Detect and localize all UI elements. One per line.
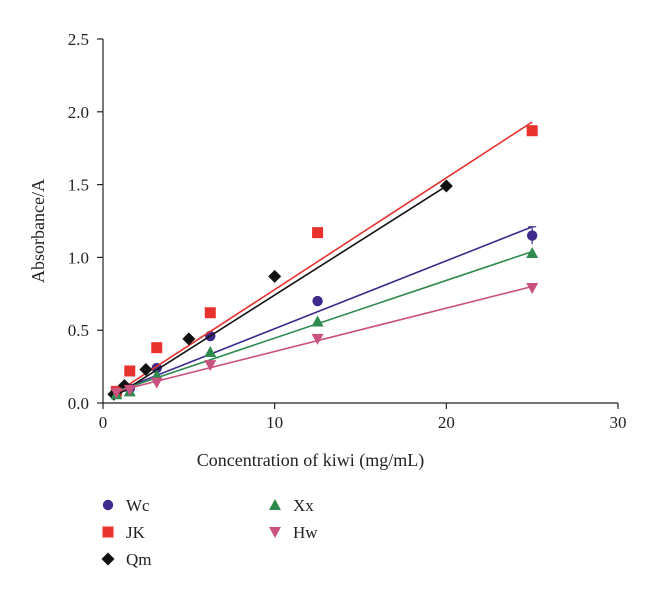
y-tick-label: 1.0 [68,248,89,267]
x-tick-label: 20 [438,413,455,432]
y-tick-label: 0.5 [68,321,89,340]
data-point-xx [311,315,324,327]
legend-item-qm: Qm [101,550,152,569]
x-tick-label: 30 [610,413,627,432]
data-point-hw [526,282,539,294]
legend: Wc JK Qm Xx Hw [101,496,318,569]
legend-label-xx: Xx [293,496,314,515]
series-qm [107,179,453,401]
x-tick-label: 0 [99,413,108,432]
data-point-jk [151,342,163,354]
y-tick-label: 2.0 [68,103,89,122]
fit-line-xx [116,250,533,393]
data-point-qm [268,269,282,283]
fit-line-wc [116,226,533,393]
y-tick-label: 0.0 [68,394,89,413]
legend-label-qm: Qm [126,550,152,569]
data-point-qm [439,179,453,193]
legend-marker-jk [102,526,114,538]
data-point-qm [139,363,153,377]
legend-label-hw: Hw [293,523,318,542]
data-point-jk [204,307,216,319]
fit-line-jk [111,121,533,397]
legend-item-jk: JK [102,523,146,542]
fit-line-hw [116,285,533,393]
data-point-hw [123,384,136,396]
legend-marker-qm [101,552,115,566]
axes [97,38,619,409]
data-point-hw [150,377,163,389]
plot-area [107,121,539,401]
x-axis-label: Concentration of kiwi (mg/mL) [197,450,424,471]
y-tick-label: 1.5 [68,176,89,195]
data-point-hw [204,360,217,372]
series-hw [110,282,539,399]
data-point-wc [312,295,323,307]
legend-item-wc: Wc [102,496,150,515]
legend-label-wc: Wc [126,496,150,515]
legend-label-jk: JK [126,523,146,542]
fit-line-qm [113,185,447,398]
data-point-jk [312,227,324,239]
legend-marker-hw [269,527,281,538]
data-point-hw [311,333,324,345]
legend-marker-wc [102,499,114,511]
data-point-qm [182,332,196,346]
y-axis-label: Absorbance/A [28,179,48,283]
data-point-xx [526,247,539,259]
data-point-hw [110,387,123,399]
y-tick-label: 2.5 [68,30,89,49]
data-point-xx [204,346,217,358]
x-tick-label: 10 [266,413,283,432]
series-jk [110,121,538,397]
data-point-xx [150,369,163,381]
legend-item-xx: Xx [269,496,314,515]
data-point-jk [526,125,538,137]
legend-item-hw: Hw [269,523,318,542]
legend-marker-xx [269,499,281,510]
tick-labels: 0 10 20 30 0.0 0.5 1.0 1.5 2.0 2.5 [68,30,627,432]
data-point-jk [124,365,136,377]
